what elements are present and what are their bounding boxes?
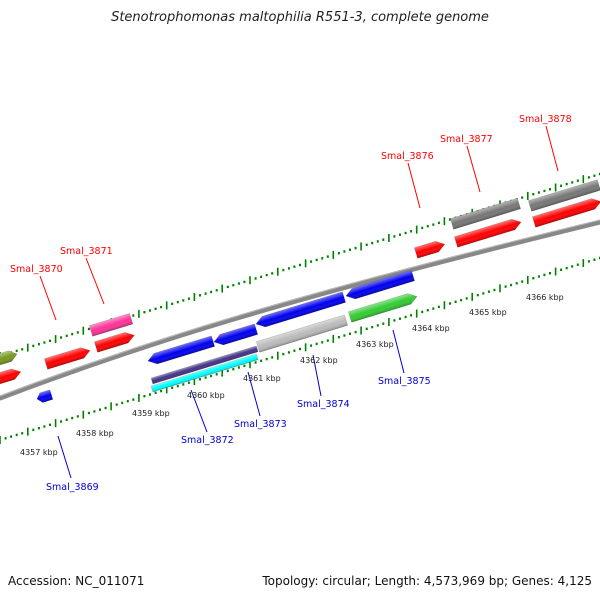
gene-label-smal-3875: Smal_3875 [378,376,431,387]
gene-smal-3878-gray [528,179,600,212]
kbp-label-4357: 4357 kbp [20,448,58,457]
reverse-gene-labels: Smal_3869 Smal_3872 Smal_3873 Smal_3874 … [46,376,431,493]
gene-label-smal-3870: Smal_3870 [10,264,63,275]
label-leaders [39,125,559,479]
kbp-label-4365: 4365 kbp [469,308,507,317]
gene-label-smal-3873: Smal_3873 [234,419,287,430]
gene-smal-3870 [44,347,91,370]
gene-smal-3874 [255,291,346,328]
gene-smal-3875 [345,269,415,300]
gene-label-smal-3869: Smal_3869 [46,482,99,493]
kbp-labels: 4357 kbp 4358 kbp 4359 kbp 4360 kbp 4361… [20,293,564,457]
gene-smal-3877-gray [450,197,521,230]
gene-label-smal-3877: Smal_3877 [440,134,493,145]
gene-smal-3876 [414,240,446,259]
gene-green [348,293,418,323]
gene-smal-3873 [213,323,259,346]
reverse-tick-row [0,256,600,444]
gene-smal-3869 [36,389,54,403]
gene-label-smal-3871: Smal_3871 [60,246,113,257]
gene-cyan-row [150,353,259,393]
leader-smal-3873 [247,371,261,417]
map-title: Stenotrophomonas maltophilia R551-3, com… [111,10,489,25]
forward-gene-labels: Smal_3870 Smal_3871 Smal_3876 Smal_3877 … [10,114,572,275]
kbp-label-4364: 4364 kbp [412,324,450,333]
gene-red-left [0,368,22,386]
gene-label-smal-3874: Smal_3874 [297,399,350,410]
kbp-label-4363: 4363 kbp [356,340,394,349]
leader-smal-3870 [39,275,57,321]
gene-purple-row [150,345,259,385]
gene-red-small [94,332,135,353]
leader-smal-3877 [466,145,481,193]
leader-smal-3876 [407,162,421,209]
gene-silver-row [256,314,348,353]
gene-smal-3877 [454,218,522,248]
genome-summary-text: Topology: circular; Length: 4,573,969 bp… [262,574,592,588]
kbp-label-4360: 4360 kbp [187,391,225,400]
leader-smal-3878 [545,125,559,172]
genome-backbone-highlight [0,219,600,397]
leader-smal-3869 [57,435,72,479]
leader-smal-3871 [85,257,105,305]
accession-text: Accession: NC_011071 [8,574,145,588]
kbp-label-4359: 4359 kbp [132,409,170,418]
gene-smal-3872 [147,335,216,365]
leader-smal-3874 [312,354,322,397]
gene-label-smal-3878: Smal_3878 [519,114,572,125]
gene-smal-3871 [89,313,134,337]
kbp-label-4361: 4361 kbp [243,374,281,383]
leader-smal-3875 [392,329,405,374]
gene-features [0,179,600,403]
genome-backbone [0,219,600,401]
gene-label-smal-3876: Smal_3876 [381,151,434,162]
leader-smal-3872 [190,389,208,433]
gene-smal-3878 [532,198,600,228]
gene-label-smal-3872: Smal_3872 [181,435,234,446]
kbp-label-4358: 4358 kbp [76,429,114,438]
kbp-label-4366: 4366 kbp [526,293,564,302]
gene-olive-left [0,350,18,367]
kbp-label-4362: 4362 kbp [300,356,338,365]
